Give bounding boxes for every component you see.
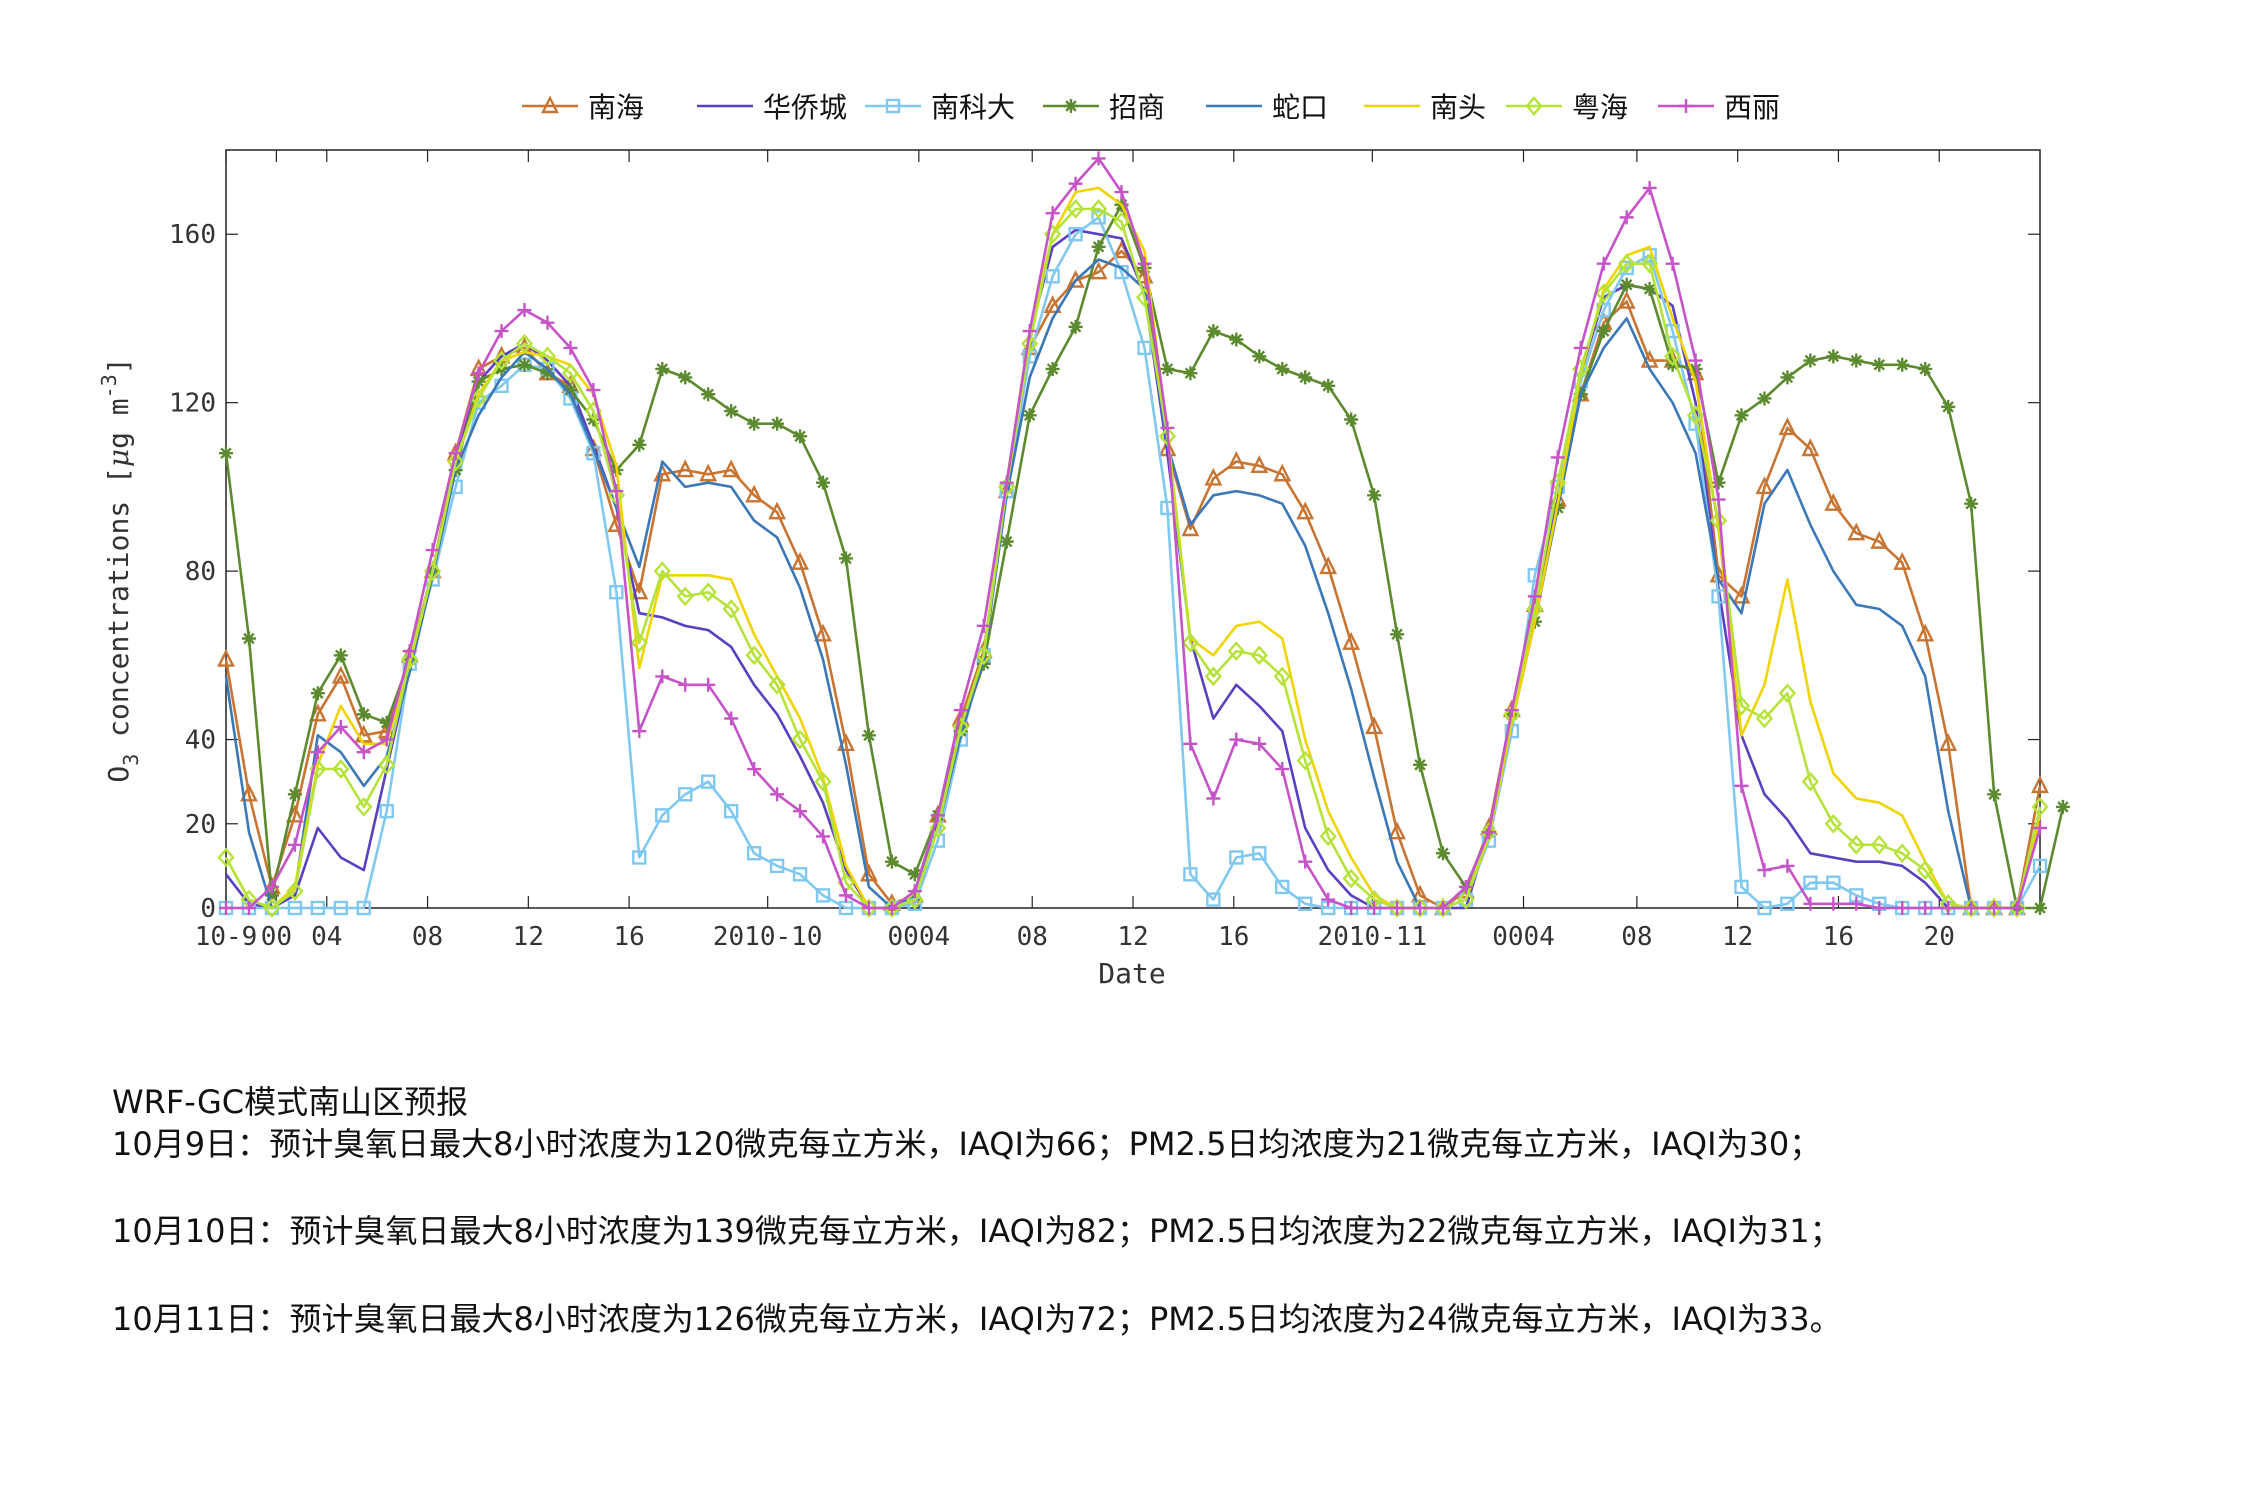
- y-axis-label: O3 concentrations [μg m-3]: [97, 357, 143, 782]
- svg-text:O3 concentrations [μg m-3]: O3 concentrations [μg m-3]: [97, 357, 143, 782]
- data-point: [1069, 320, 1083, 334]
- data-point: [242, 631, 256, 645]
- data-point: [2056, 800, 2070, 814]
- x-axis-label: Date: [1098, 957, 1165, 990]
- x-tick-label: 0004: [888, 922, 951, 952]
- y-tick-label: 80: [185, 557, 216, 587]
- legend-label: 粤海: [1572, 91, 1628, 124]
- data-point: [1826, 349, 1840, 363]
- legend-item: 招商: [1043, 91, 1165, 124]
- x-tick-label: 08: [1621, 922, 1652, 952]
- x-tick-label: 16: [1823, 922, 1854, 952]
- data-point: [1275, 362, 1289, 376]
- y-tick-label: 20: [185, 810, 216, 840]
- data-point: [1803, 354, 1817, 368]
- y-tick-label: 160: [169, 220, 216, 250]
- data-point: [747, 417, 761, 431]
- legend-item: 粤海: [1506, 91, 1628, 124]
- data-point: [1252, 349, 1266, 363]
- x-tick-label: 0004: [1492, 922, 1555, 952]
- legend-item: 蛇口: [1206, 91, 1328, 124]
- legend-item: 华侨城: [697, 91, 847, 124]
- data-point: [1023, 408, 1037, 422]
- legend-label: 西丽: [1724, 91, 1780, 124]
- x-tick-label: 00: [261, 922, 292, 952]
- legend-label: 蛇口: [1272, 91, 1328, 124]
- legend-item: 西丽: [1658, 91, 1780, 124]
- chart-legend: 南海 华侨城 南科大 招商 蛇口 南头 粤海 西丽: [522, 91, 1780, 124]
- y-tick-label: 0: [200, 894, 216, 924]
- x-tick-label: 12: [1117, 922, 1148, 952]
- data-point: [1757, 391, 1771, 405]
- y-tick-label: 120: [169, 389, 216, 419]
- x-tick-label: 12: [513, 922, 544, 952]
- data-point: [1298, 370, 1312, 384]
- data-point: [219, 446, 233, 460]
- data-point: [311, 686, 325, 700]
- x-tick-label: 20: [1924, 922, 1955, 952]
- data-point: [2033, 901, 2047, 915]
- legend-label: 华侨城: [763, 91, 847, 124]
- x-tick-label: 16: [613, 922, 644, 952]
- legend-label: 南头: [1430, 91, 1486, 124]
- data-point: [1229, 333, 1243, 347]
- report-day-3: 10月11日：预计臭氧日最大8小时浓度为126微克每立方米，IAQI为72；PM…: [112, 1299, 1842, 1341]
- legend-item: 南科大: [865, 91, 1015, 124]
- x-tick-label: 16: [1218, 922, 1249, 952]
- report-day-2: 10月10日：预计臭氧日最大8小时浓度为139微克每立方米，IAQI为82；PM…: [112, 1211, 1842, 1253]
- x-tick-label: 08: [412, 922, 443, 952]
- report-day-1: 10月9日：预计臭氧日最大8小时浓度为120微克每立方米，IAQI为66；PM2…: [112, 1124, 1842, 1166]
- legend-label: 南海: [588, 91, 644, 124]
- legend-label: 招商: [1109, 91, 1165, 124]
- legend-item: 南头: [1364, 91, 1486, 124]
- data-point: [1734, 408, 1748, 422]
- data-point: [1183, 366, 1197, 380]
- data-point: [1046, 362, 1060, 376]
- y-tick-label: 40: [185, 726, 216, 756]
- x-tick-label: 12: [1722, 922, 1753, 952]
- legend-marker: [1679, 99, 1693, 113]
- report-title: WRF-GC模式南山区预报: [112, 1082, 1842, 1124]
- x-tick-label: 10-9: [195, 922, 258, 952]
- data-point: [1321, 379, 1335, 393]
- data-point: [1780, 370, 1794, 384]
- legend-marker: [1064, 99, 1078, 113]
- data-point: [1964, 497, 1978, 511]
- data-point: [1206, 324, 1220, 338]
- x-tick-label: 08: [1017, 922, 1048, 952]
- forecast-report: WRF-GC模式南山区预报 10月9日：预计臭氧日最大8小时浓度为120微克每立…: [112, 1082, 1842, 1386]
- x-tick-label: 04: [311, 922, 342, 952]
- o3-chart: 南海 华侨城 南科大 招商 蛇口 南头 粤海 西丽 020408012016010-9 00 04…: [0, 0, 2250, 1060]
- x-tick-label: 2010-11: [1318, 922, 1428, 952]
- x-tick-label: 2010-10: [713, 922, 823, 952]
- legend-label: 南科大: [931, 91, 1015, 124]
- legend-item: 南海: [522, 91, 644, 124]
- data-point: [1849, 354, 1863, 368]
